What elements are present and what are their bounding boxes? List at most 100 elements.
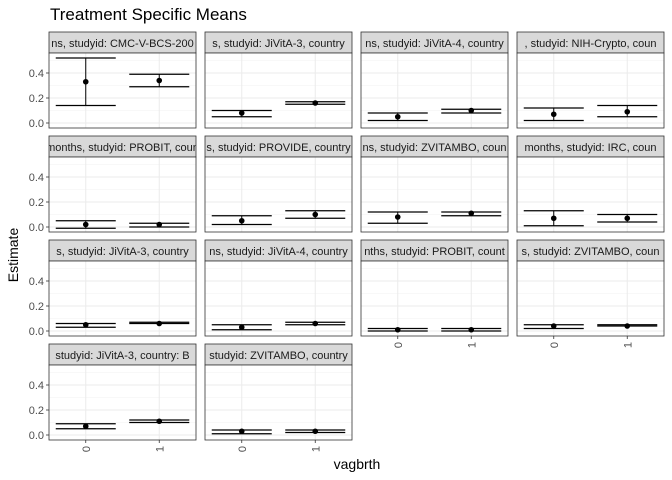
- y-tick-label: 0.4: [29, 68, 44, 80]
- estimate-point: [156, 418, 163, 425]
- panel-border: [204, 52, 353, 129]
- chart-title: Treatment Specific Means: [50, 5, 247, 24]
- y-tick-label: 0.0: [29, 430, 44, 442]
- estimate-point: [312, 211, 319, 218]
- panel-border: [360, 52, 509, 129]
- y-tick-label: 0.4: [29, 380, 44, 392]
- panel-border: [204, 260, 353, 337]
- x-tick-label: 1: [466, 342, 478, 348]
- facet-strip-label: s, studyid: PROVIDE, country: [206, 142, 351, 154]
- facet-strip-label: s, studyid: JiVitA-3, country: [56, 246, 189, 258]
- facet-strip-label: months, studyid: IRC, coun: [524, 142, 656, 154]
- facet-panel: ns, studyid: JiVitA-4, country: [204, 239, 353, 337]
- facet-strip-label: ns, studyid: JiVitA-4, country: [365, 38, 504, 50]
- panel-background: [205, 157, 352, 232]
- facet-strip-label: , studyid: NIH-Crypto, coun: [524, 38, 656, 50]
- facet-panel: studyid: ZVITAMBO, country 0 1: [204, 343, 353, 452]
- estimate-point: [238, 324, 245, 331]
- estimate-point: [156, 320, 163, 327]
- panel-border: [516, 156, 665, 233]
- estimate-point: [82, 321, 89, 328]
- x-axis-title: vagbrth: [334, 456, 381, 472]
- x-tick-label: 1: [310, 446, 322, 452]
- panel-background: [517, 53, 664, 128]
- facet-panel: ns, studyid: ZVITAMBO, coun: [360, 135, 509, 233]
- y-tick-label: 0.0: [29, 326, 44, 338]
- x-tick-label: 0: [393, 342, 405, 348]
- estimate-point: [312, 320, 319, 327]
- estimate-point: [624, 215, 631, 222]
- panel-background: [205, 365, 352, 440]
- panel-background: [361, 53, 508, 128]
- estimate-point: [468, 210, 475, 217]
- estimate-point: [624, 323, 631, 329]
- panel-background: [49, 157, 196, 232]
- facet-strip-label: months, studyid: PROBIT, coun: [46, 142, 199, 154]
- estimate-point: [312, 100, 319, 106]
- panel-background: [205, 261, 352, 336]
- panel-background: [517, 157, 664, 232]
- estimate-point: [312, 428, 319, 435]
- estimate-point: [238, 110, 245, 116]
- estimate-point: [394, 113, 401, 120]
- estimate-point: [156, 77, 163, 84]
- facet-strip-label: s, studyid: JiVitA-3, country: [212, 38, 345, 50]
- facet-panel: , studyid: NIH-Crypto, coun: [516, 31, 665, 129]
- facet-strip-label: nths, studyid: PROBIT, count: [364, 246, 505, 258]
- estimate-point: [394, 326, 401, 333]
- panel-border: [48, 260, 197, 337]
- y-tick-label: 0.2: [29, 93, 44, 105]
- y-axis-title: Estimate: [5, 228, 21, 283]
- estimate-point: [82, 423, 89, 430]
- panel-background: [205, 53, 352, 128]
- facet-panel: s, studyid: JiVitA-3, country: [204, 31, 353, 129]
- y-tick-label: 0.0: [29, 118, 44, 130]
- panel-border: [48, 52, 197, 129]
- y-tick-label: 0.2: [29, 197, 44, 209]
- x-tick-label: 0: [549, 342, 561, 348]
- facet-strip-label: s, studyid: ZVITAMBO, coun: [522, 246, 660, 258]
- estimate-point: [82, 221, 89, 228]
- panel-background: [49, 365, 196, 440]
- facet-panel: ns, studyid: JiVitA-4, country: [360, 31, 509, 129]
- estimate-point: [238, 428, 245, 435]
- panel-background: [361, 157, 508, 232]
- panel-border: [516, 52, 665, 129]
- facet-panel: months, studyid: PROBIT, coun 0.0 0.2 0.4: [29, 135, 199, 234]
- facet-panel: s, studyid: PROVIDE, country: [204, 135, 353, 233]
- estimate-point: [550, 111, 557, 118]
- estimate-point: [624, 108, 631, 115]
- facet-strip-label: studyid: ZVITAMBO, country: [209, 350, 348, 362]
- facet-panel: s, studyid: ZVITAMBO, coun 0 1: [516, 239, 665, 348]
- panel-border: [516, 260, 665, 337]
- y-tick-label: 0.4: [29, 276, 44, 288]
- x-tick-label: 0: [237, 446, 249, 452]
- panel-border: [204, 156, 353, 233]
- estimate-point: [82, 78, 89, 85]
- facet-panel: s, studyid: JiVitA-3, country 0.0 0.2 0.4: [29, 239, 197, 338]
- estimate-point: [468, 326, 475, 333]
- y-tick-label: 0.0: [29, 222, 44, 234]
- x-tick-label: 1: [154, 446, 166, 452]
- panel-border: [360, 260, 509, 337]
- facet-panel: nths, studyid: PROBIT, count 0 1: [360, 239, 509, 348]
- panel-border: [360, 156, 509, 233]
- facet-panel: months, studyid: IRC, coun: [516, 135, 665, 233]
- facet-strip-label: ns, studyid: JiVitA-4, country: [209, 246, 348, 258]
- y-tick-label: 0.4: [29, 172, 44, 184]
- panel-background: [517, 261, 664, 336]
- facet-strip-label: studyid: JiVitA-3, country: B: [55, 350, 189, 362]
- facet-strip-label: ns, studyid: ZVITAMBO, coun: [362, 142, 506, 154]
- panel-background: [361, 261, 508, 336]
- estimate-point: [394, 214, 401, 220]
- estimate-point: [550, 215, 557, 222]
- panel-border: [204, 364, 353, 441]
- y-tick-label: 0.2: [29, 405, 44, 417]
- panel-border: [48, 364, 197, 441]
- estimate-point: [468, 107, 475, 114]
- panel-background: [49, 261, 196, 336]
- x-tick-label: 0: [81, 446, 93, 452]
- panel-background: [49, 53, 196, 128]
